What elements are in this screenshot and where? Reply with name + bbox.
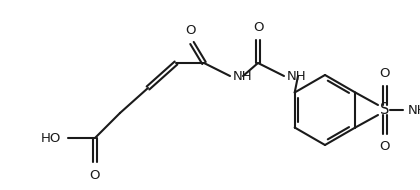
Text: NH: NH: [287, 70, 307, 83]
Text: O: O: [380, 140, 390, 153]
Text: NH: NH: [233, 70, 252, 83]
Text: O: O: [253, 21, 263, 34]
Text: O: O: [380, 67, 390, 80]
Text: HO: HO: [41, 131, 61, 145]
Text: O: O: [90, 169, 100, 182]
Text: S: S: [381, 102, 390, 117]
Text: NH₂: NH₂: [408, 104, 420, 116]
Text: O: O: [185, 24, 195, 37]
